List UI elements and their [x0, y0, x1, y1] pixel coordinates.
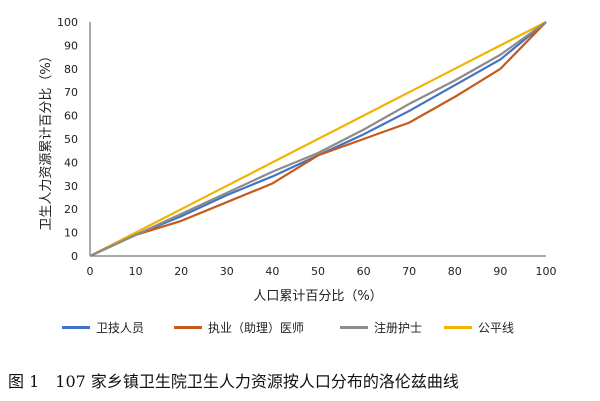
y-tick-label: 30 [64, 180, 78, 193]
tick-labels: 0 10 20 30 40 50 60 70 80 90 100 0 10 20 30 40 50 60 70 80 9… [57, 16, 557, 278]
y-tick-label: 10 [64, 227, 78, 240]
series-line-1 [89, 21, 547, 257]
legend-swatch [174, 325, 202, 329]
x-tick-label: 30 [220, 265, 234, 278]
x-tick-label: 50 [311, 265, 325, 278]
y-tick-label: 60 [64, 110, 78, 123]
y-tick-label: 70 [64, 86, 78, 99]
legend-swatch [444, 325, 472, 329]
x-tick-label: 40 [265, 265, 279, 278]
chart-legend: 卫技人员 执业（助理）医师 注册护士 公平线 [62, 318, 562, 336]
x-tick-label: 90 [493, 265, 507, 278]
y-axis-label: 卫生人力资源累计百分比（%） [39, 49, 54, 230]
x-tick-label: 20 [174, 265, 188, 278]
series-line-3 [89, 21, 547, 257]
x-axis-label: 人口累计百分比（%） [253, 289, 382, 304]
y-tick-label: 20 [64, 203, 78, 216]
legend-swatch [62, 325, 90, 329]
series-lines [89, 21, 547, 257]
x-tick-label: 60 [357, 265, 371, 278]
legend-label: 公平线 [478, 320, 515, 335]
y-tick-label: 40 [64, 156, 78, 169]
axes [89, 22, 546, 257]
y-tick-label: 80 [64, 63, 78, 76]
x-tick-label: 80 [448, 265, 462, 278]
legend-item: 执业（助理）医师 [174, 318, 304, 336]
legend-item: 公平线 [444, 318, 514, 336]
x-tick-label: 100 [536, 265, 557, 278]
lorenz-chart: 0 10 20 30 40 50 60 70 80 90 100 0 10 20 30 40 50 60 70 80 9… [39, 16, 557, 304]
series-line-2 [89, 21, 547, 257]
x-tick-label: 0 [87, 265, 94, 278]
y-tick-label: 50 [64, 133, 78, 146]
x-tick-label: 10 [129, 265, 143, 278]
legend-label: 卫技人员 [96, 320, 145, 335]
y-tick-label: 90 [64, 39, 78, 52]
legend-label: 执业（助理）医师 [208, 320, 305, 335]
legend-swatch [340, 325, 368, 329]
legend-item: 注册护士 [340, 318, 422, 336]
legend-item: 卫技人员 [62, 318, 144, 336]
x-tick-label: 70 [402, 265, 416, 278]
y-tick-label: 0 [71, 250, 78, 263]
legend-label: 注册护士 [374, 320, 423, 335]
figure-caption: 图 1 107 家乡镇卫生院卫生人力资源按人口分布的洛伦兹曲线 [8, 372, 459, 391]
y-tick-label: 100 [57, 16, 78, 29]
